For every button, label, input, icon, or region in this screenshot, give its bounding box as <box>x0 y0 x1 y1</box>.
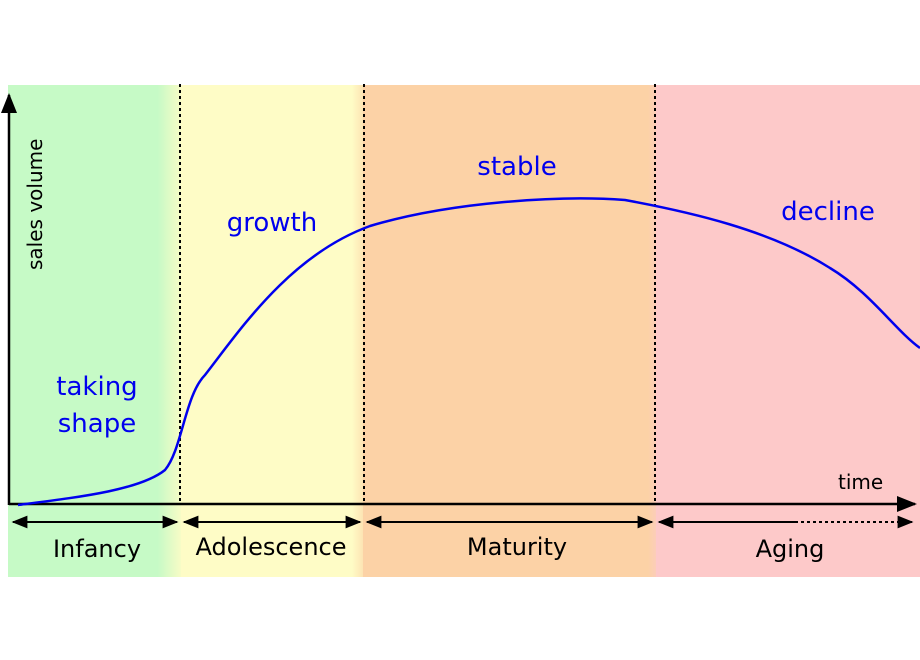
stage-label-maturity: Maturity <box>467 533 567 561</box>
curve-label-stable: stable <box>477 152 556 182</box>
curve-label-taking-shape-line1: taking <box>56 372 137 402</box>
stage-label-adolescence: Adolescence <box>196 533 347 561</box>
stage-band-aging <box>656 85 920 577</box>
stage-band-adolescence <box>181 85 371 577</box>
sales-curve <box>17 197 920 507</box>
curve-label-growth: growth <box>227 208 317 238</box>
curve-label-taking-shape-line2: shape <box>58 409 136 439</box>
stage-label-infancy: Infancy <box>53 535 141 563</box>
curve-label-decline: decline <box>781 197 875 227</box>
y-axis-label: sales volume <box>23 139 47 270</box>
stage-label-aging: Aging <box>756 535 825 563</box>
stage-band-maturity <box>363 85 663 577</box>
x-axis-label: time <box>838 470 883 494</box>
